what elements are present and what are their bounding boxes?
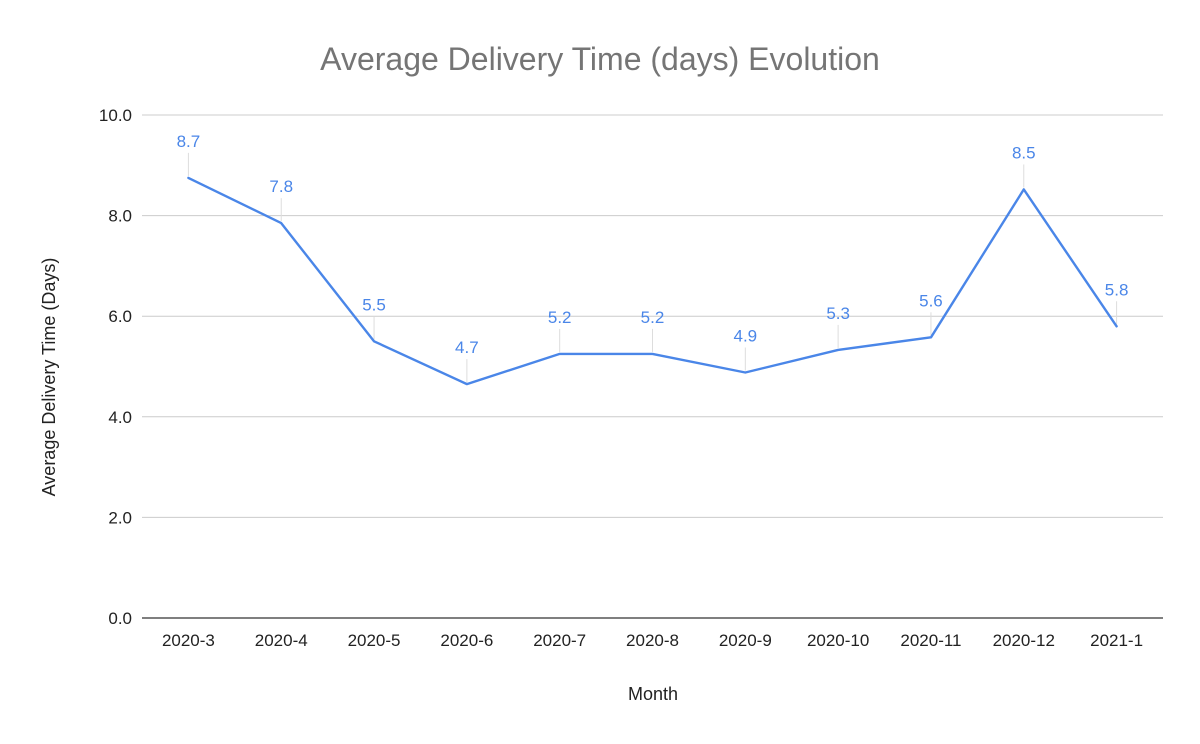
x-axis-ticks: 2020-3 2020-4 2020-5 2020-6 2020-7 2020-8 2020…	[162, 631, 1143, 650]
y-tick-label: 6.0	[108, 307, 132, 326]
y-axis-ticks: 0.0 2.0 4.0 6.0 8.0 10.0	[99, 106, 132, 628]
data-label-leaders	[187, 152, 1118, 383]
x-axis-title: Month	[628, 684, 678, 704]
data-label: 5.5	[362, 295, 386, 314]
y-tick-label: 10.0	[99, 106, 132, 125]
series-line	[187, 176, 1118, 386]
x-tick-label: 2021-1	[1090, 631, 1143, 650]
x-tick-label: 2020-11	[900, 631, 961, 650]
x-tick-label: 2020-10	[807, 631, 869, 650]
data-label: 5.2	[548, 308, 572, 327]
series-layer	[187, 176, 1118, 386]
data-label: 4.9	[733, 327, 757, 346]
y-tick-label: 0.0	[108, 609, 132, 628]
x-tick-label: 2020-12	[993, 631, 1055, 650]
data-label: 8.5	[1012, 143, 1036, 162]
y-axis-title: Average Delivery Time (Days)	[39, 258, 59, 497]
chart-title: Average Delivery Time (days) Evolution	[320, 41, 880, 77]
x-tick-label: 2020-5	[348, 631, 401, 650]
x-tick-label: 2020-7	[533, 631, 586, 650]
x-tick-label: 2020-9	[719, 631, 772, 650]
data-labels: 8.7 7.8 5.5 4.7 5.2 5.2 4.9 5.3 5.6 8.5 5.8	[177, 132, 1129, 357]
x-tick-label: 2020-8	[626, 631, 679, 650]
x-tick-label: 2020-6	[440, 631, 493, 650]
data-label: 7.8	[269, 177, 293, 196]
data-label: 5.6	[919, 291, 943, 310]
x-tick-label: 2020-3	[162, 631, 215, 650]
data-label: 5.2	[641, 308, 665, 327]
x-tick-label: 2020-4	[255, 631, 308, 650]
data-label: 8.7	[177, 132, 201, 151]
y-tick-label: 2.0	[108, 508, 132, 527]
y-tick-label: 8.0	[108, 207, 132, 226]
gridlines	[142, 114, 1163, 619]
y-tick-label: 4.0	[108, 408, 132, 427]
data-label: 5.8	[1105, 280, 1129, 299]
data-label: 5.3	[826, 304, 850, 323]
data-label: 4.7	[455, 338, 479, 357]
